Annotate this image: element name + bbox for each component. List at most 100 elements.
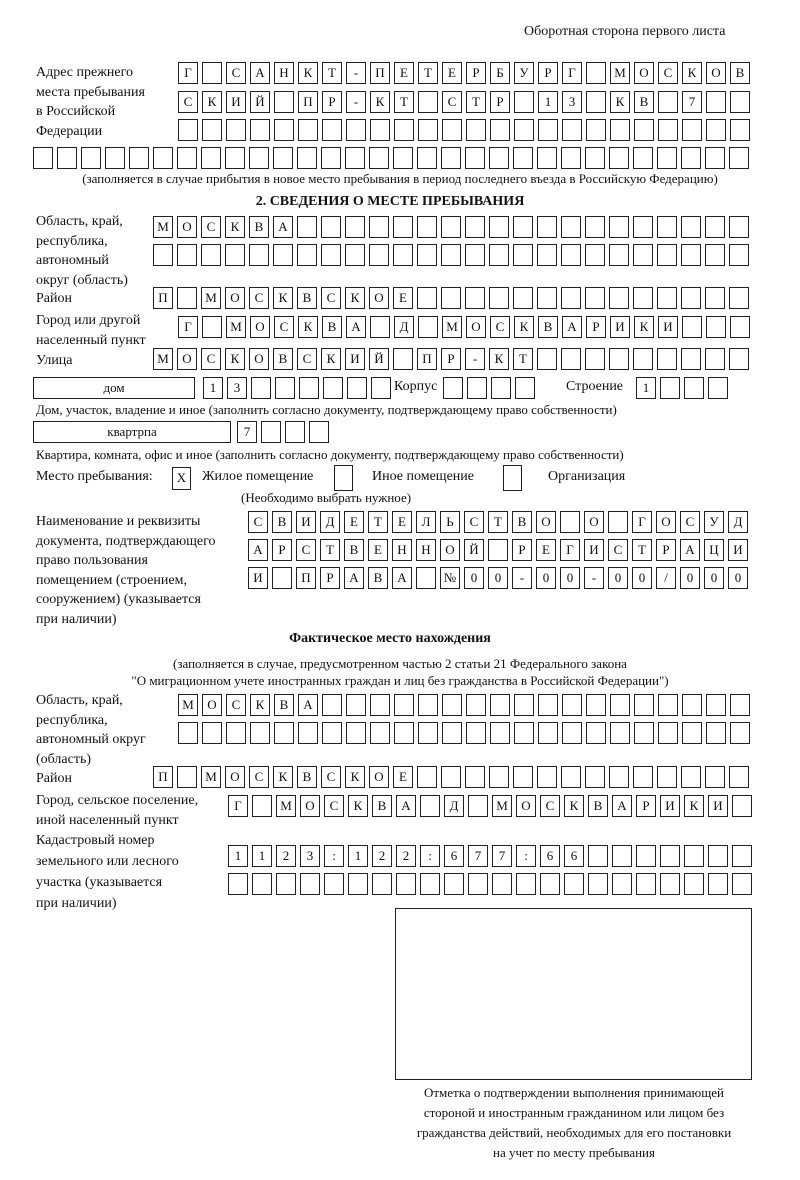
korpus-label: Корпус xyxy=(394,379,438,394)
char-cell xyxy=(418,91,438,113)
char-cell: С xyxy=(680,511,700,533)
char-cell: - xyxy=(584,567,604,589)
char-cell xyxy=(732,873,752,895)
char-cell xyxy=(370,316,390,338)
char-cell: О xyxy=(300,795,320,817)
char-cell: № xyxy=(440,567,460,589)
char-cell: К xyxy=(202,91,222,113)
char-cell xyxy=(633,244,653,266)
char-cell: М xyxy=(153,216,173,238)
stay-option-residential-checkbox[interactable]: X xyxy=(172,467,191,490)
char-cell: Т xyxy=(466,91,486,113)
char-cell xyxy=(490,722,510,744)
actual-location-title: Фактическое место нахождения xyxy=(289,631,491,646)
char-cell xyxy=(285,421,305,443)
char-cell xyxy=(586,694,606,716)
char-cell xyxy=(420,873,440,895)
char-cell xyxy=(468,795,488,817)
char-cell: К xyxy=(564,795,584,817)
char-cell xyxy=(396,873,416,895)
char-cell xyxy=(394,722,414,744)
char-cell xyxy=(658,722,678,744)
char-cell xyxy=(706,722,726,744)
char-cell xyxy=(636,873,656,895)
char-cell: А xyxy=(612,795,632,817)
house-caption: Дом, участок, владение и иное (заполнить… xyxy=(36,402,617,417)
char-cell xyxy=(372,873,392,895)
char-cell xyxy=(225,244,245,266)
char-cell: 1 xyxy=(203,377,223,399)
char-cell: К xyxy=(225,216,245,238)
char-cell xyxy=(418,119,438,141)
char-cell: 0 xyxy=(728,567,748,589)
char-cell: К xyxy=(610,91,630,113)
char-cell: Й xyxy=(369,348,389,370)
char-cell: 7 xyxy=(682,91,702,113)
char-cell: О xyxy=(177,348,197,370)
char-cell: М xyxy=(201,287,221,309)
char-cell: С xyxy=(178,91,198,113)
char-cell: Р xyxy=(586,316,606,338)
char-cell: - xyxy=(346,62,366,84)
char-cell xyxy=(633,147,653,169)
char-cell xyxy=(465,147,485,169)
char-cell: М xyxy=(226,316,246,338)
char-cell xyxy=(706,694,726,716)
char-cell: К xyxy=(684,795,704,817)
char-cell xyxy=(562,694,582,716)
char-cell xyxy=(609,147,629,169)
section-2-title: 2. СВЕДЕНИЯ О МЕСТЕ ПРЕБЫВАНИЯ xyxy=(255,194,525,209)
char-cell xyxy=(588,873,608,895)
char-cell: К xyxy=(370,91,390,113)
char-cell xyxy=(585,244,605,266)
char-cell xyxy=(153,147,173,169)
char-cell: М xyxy=(178,694,198,716)
char-cell: 3 xyxy=(300,845,320,867)
char-cell xyxy=(708,873,728,895)
char-cell xyxy=(538,119,558,141)
char-cell: П xyxy=(296,567,316,589)
char-cell: О xyxy=(225,287,245,309)
char-cell: П xyxy=(153,766,173,788)
char-cell xyxy=(537,348,557,370)
char-cell xyxy=(226,119,246,141)
char-cell: О xyxy=(440,539,460,561)
cadastral-label: Кадастровый номер земельного или лесного… xyxy=(36,833,179,911)
char-cell xyxy=(585,287,605,309)
char-cell xyxy=(417,287,437,309)
char-cell xyxy=(730,722,750,744)
stay-option-organization-checkbox[interactable] xyxy=(503,465,522,491)
stay-option-residential-label: Жилое помещение xyxy=(202,469,314,484)
char-cell: О xyxy=(177,216,197,238)
char-cell xyxy=(490,119,510,141)
char-cell xyxy=(514,91,534,113)
char-cell: В xyxy=(634,91,654,113)
char-cell xyxy=(729,244,749,266)
char-cell: Н xyxy=(392,539,412,561)
char-cell: П xyxy=(153,287,173,309)
char-cell xyxy=(681,147,701,169)
char-cell xyxy=(202,722,222,744)
char-cell xyxy=(202,119,222,141)
char-cell: 1 xyxy=(636,377,656,399)
char-cell: С xyxy=(540,795,560,817)
char-cell xyxy=(345,147,365,169)
char-cell: Р xyxy=(272,539,292,561)
char-cell xyxy=(515,377,535,399)
char-cell xyxy=(465,216,485,238)
char-cell: 0 xyxy=(632,567,652,589)
char-cell: Е xyxy=(368,539,388,561)
stay-option-other-checkbox[interactable] xyxy=(334,465,353,491)
char-cell xyxy=(730,316,750,338)
char-cell xyxy=(489,244,509,266)
char-cell: И xyxy=(728,539,748,561)
previous-address-note: (заполняется в случае прибытия в новое м… xyxy=(82,171,718,186)
char-cell: С xyxy=(297,348,317,370)
char-cell: С xyxy=(658,62,678,84)
char-cell xyxy=(441,287,461,309)
confirmation-caption: Отметка о подтверждении выполнения прини… xyxy=(416,1085,732,1160)
char-cell: Ь xyxy=(440,511,460,533)
char-cell xyxy=(633,287,653,309)
char-cell: И xyxy=(610,316,630,338)
char-cell: В xyxy=(512,511,532,533)
